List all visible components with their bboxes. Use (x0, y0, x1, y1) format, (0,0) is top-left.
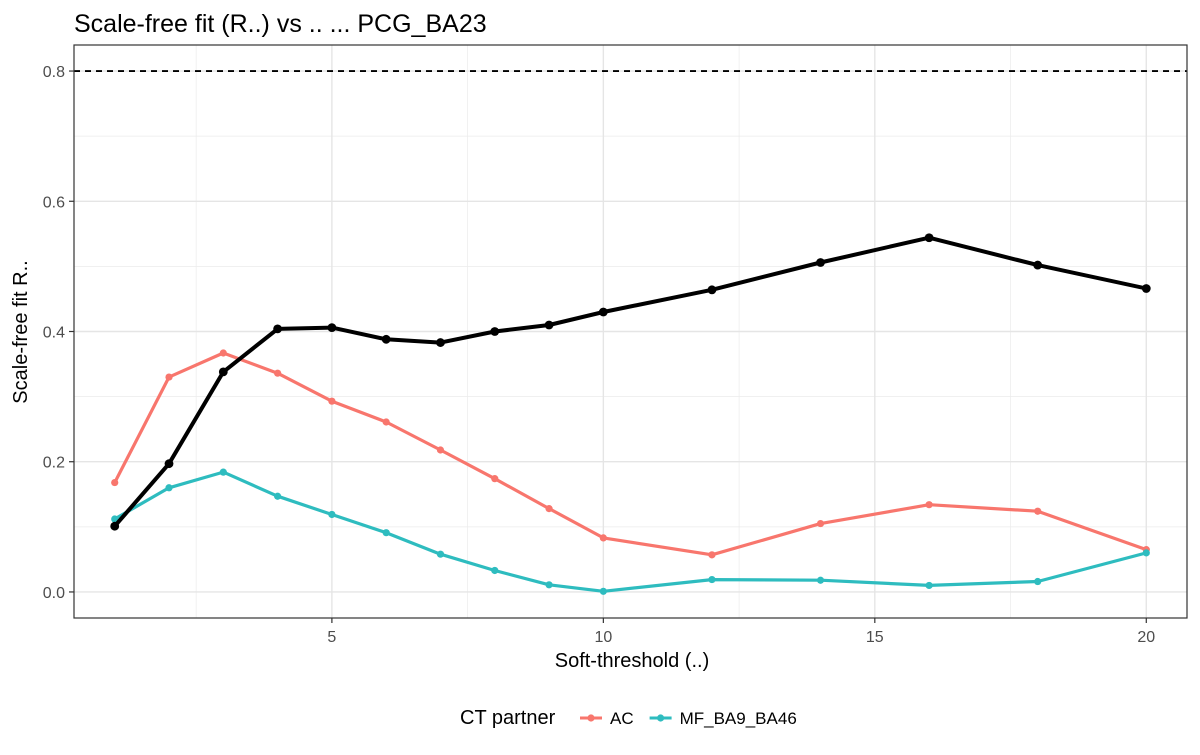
x-axis-title: Soft-threshold (..) (555, 650, 710, 672)
series-line (113, 351, 1148, 557)
series-unlabeled (110, 233, 1151, 531)
chart-title: Scale-free fit (R..) vs .. ... PCG_BA23 (74, 10, 487, 38)
data-point (1141, 284, 1151, 293)
data-point (1142, 549, 1150, 557)
y-axis-title: Scale-free fit R.. (10, 260, 32, 403)
series-line (112, 235, 1149, 529)
data-point (328, 397, 336, 405)
y-tick-label: 0.8 (43, 64, 65, 81)
data-point (816, 576, 825, 584)
data-point (925, 581, 933, 590)
data-point (1034, 507, 1042, 515)
legend-title: CT partner (460, 707, 556, 729)
data-point (381, 334, 391, 344)
data-point (436, 550, 445, 558)
data-point (111, 515, 119, 523)
data-point (491, 475, 499, 483)
series-line (113, 470, 1148, 593)
legend-key-point (587, 714, 595, 722)
data-point (436, 338, 445, 347)
y-tick-label: 0.6 (43, 194, 65, 211)
data-point (327, 323, 337, 332)
data-point (165, 484, 173, 492)
data-point (599, 587, 607, 595)
legend-key-point (657, 714, 665, 722)
grid-layer (74, 45, 1187, 618)
legend-item: MF_BA9_BA46 (649, 709, 797, 728)
axis-layer: 5 10 15 20 0.0 0.2 0.4 0.6 0.8 (43, 64, 1156, 646)
data-point (382, 529, 390, 537)
data-point (328, 510, 336, 519)
data-point (164, 459, 174, 469)
data-point (490, 327, 500, 336)
legend-item: AC (580, 709, 634, 728)
data-point (382, 418, 390, 426)
data-point (273, 369, 282, 377)
data-point (218, 367, 228, 377)
data-point (924, 233, 934, 243)
data-point (491, 566, 499, 575)
x-tick-label: 15 (866, 629, 884, 646)
data-point (273, 492, 282, 500)
data-point (925, 501, 933, 509)
x-tick-label: 20 (1137, 629, 1155, 646)
data-point (816, 519, 825, 528)
x-tick-label: 10 (594, 629, 612, 646)
data-point (165, 373, 173, 381)
y-tick-label: 0.0 (43, 585, 65, 602)
y-tick-label: 0.2 (43, 455, 65, 472)
legend: CT partner AC MF_BA9_BA46 (460, 707, 797, 729)
data-point (816, 258, 825, 267)
data-point (707, 285, 717, 295)
legend-label: AC (610, 709, 634, 728)
data-point (111, 478, 119, 487)
data-point (1034, 577, 1042, 586)
data-point (110, 521, 120, 531)
legend-items: AC MF_BA9_BA46 (580, 709, 797, 728)
data-point (436, 446, 445, 454)
data-point (544, 320, 554, 330)
data-point (219, 468, 227, 476)
data-point (599, 534, 607, 542)
data-point (545, 581, 553, 589)
data-point (1033, 260, 1043, 270)
series-layer (110, 233, 1151, 595)
data-point (545, 505, 553, 513)
data-point (273, 324, 282, 334)
legend-label: MF_BA9_BA46 (680, 709, 797, 728)
data-point (598, 307, 608, 317)
data-point (708, 575, 716, 584)
data-point (708, 551, 716, 559)
y-tick-label: 0.4 (43, 325, 65, 342)
x-tick-label: 5 (327, 629, 336, 646)
data-point (219, 349, 227, 357)
series-mf-ba9-ba46 (111, 468, 1150, 595)
